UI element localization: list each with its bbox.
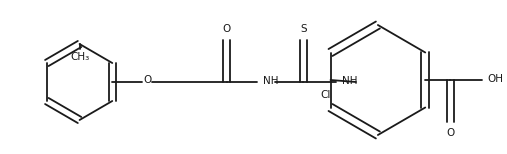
Text: S: S [300, 24, 307, 34]
Text: Cl: Cl [320, 89, 331, 99]
Text: CH₃: CH₃ [70, 52, 89, 62]
Text: O: O [143, 75, 151, 85]
Text: O: O [446, 128, 455, 138]
Text: O: O [223, 24, 231, 34]
Text: NH: NH [342, 76, 357, 86]
Text: NH: NH [263, 76, 278, 86]
Text: OH: OH [487, 74, 503, 84]
